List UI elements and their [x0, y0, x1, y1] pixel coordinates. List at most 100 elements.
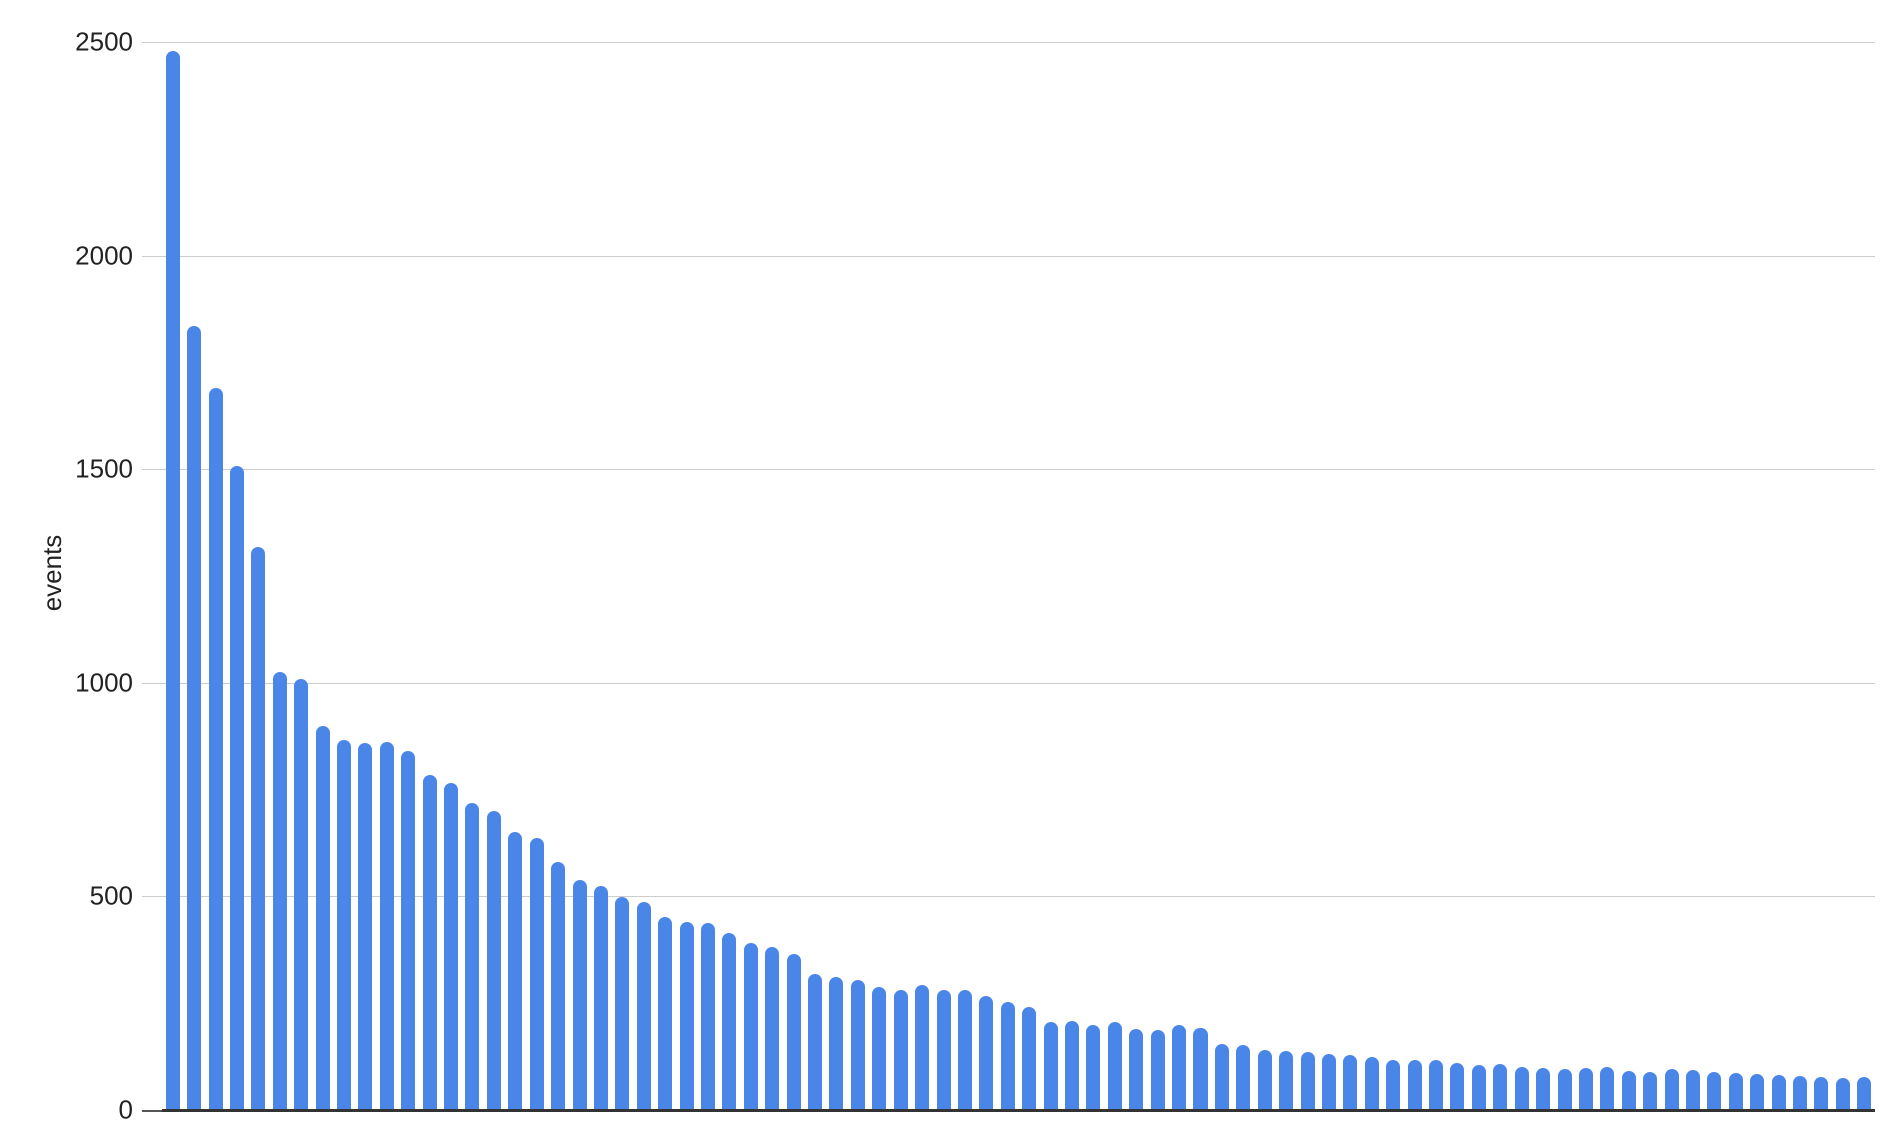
- bar[interactable]: [722, 932, 737, 1110]
- bar[interactable]: [1557, 1069, 1572, 1110]
- bar[interactable]: [957, 990, 972, 1110]
- bar[interactable]: [1364, 1056, 1379, 1110]
- bar[interactable]: [743, 942, 758, 1110]
- bar[interactable]: [358, 742, 373, 1110]
- bar[interactable]: [1835, 1077, 1850, 1110]
- bar[interactable]: [936, 989, 951, 1110]
- bar[interactable]: [336, 740, 351, 1110]
- bar[interactable]: [208, 388, 223, 1110]
- bar[interactable]: [1065, 1021, 1080, 1110]
- bar[interactable]: [1129, 1028, 1144, 1110]
- bar[interactable]: [1300, 1052, 1315, 1110]
- bar[interactable]: [1407, 1060, 1422, 1110]
- bar[interactable]: [1814, 1076, 1829, 1110]
- y-axis-title: events: [36, 534, 67, 612]
- bar[interactable]: [379, 741, 394, 1110]
- bar[interactable]: [615, 897, 630, 1110]
- bar[interactable]: [572, 880, 587, 1110]
- bar[interactable]: [229, 465, 244, 1110]
- bar[interactable]: [1172, 1024, 1187, 1110]
- bar[interactable]: [529, 837, 544, 1110]
- y-tick-mark-0: [142, 1110, 162, 1112]
- bar[interactable]: [1236, 1045, 1251, 1110]
- gridline-1000: [142, 682, 1875, 684]
- bar[interactable]: [465, 803, 480, 1110]
- y-tick-label-2500: 2500: [75, 26, 133, 57]
- bar[interactable]: [1321, 1053, 1336, 1110]
- bar[interactable]: [701, 922, 716, 1110]
- bar[interactable]: [1707, 1072, 1722, 1110]
- bar[interactable]: [1214, 1043, 1229, 1110]
- bar[interactable]: [1150, 1029, 1165, 1110]
- bar[interactable]: [315, 726, 330, 1110]
- bar[interactable]: [294, 678, 309, 1110]
- bar[interactable]: [1043, 1022, 1058, 1110]
- bar[interactable]: [850, 979, 865, 1110]
- bar[interactable]: [1429, 1059, 1444, 1110]
- y-tick-label-1000: 1000: [75, 667, 133, 698]
- bar[interactable]: [593, 885, 608, 1110]
- bar[interactable]: [808, 974, 823, 1110]
- bar[interactable]: [1578, 1068, 1593, 1110]
- bar[interactable]: [1493, 1063, 1508, 1110]
- bar[interactable]: [1664, 1069, 1679, 1110]
- bar[interactable]: [829, 976, 844, 1110]
- bar[interactable]: [401, 751, 416, 1110]
- bar[interactable]: [1728, 1073, 1743, 1110]
- gridline-1500: [142, 469, 1875, 471]
- bar[interactable]: [1450, 1063, 1465, 1110]
- bar[interactable]: [1621, 1070, 1636, 1110]
- bar[interactable]: [1600, 1067, 1615, 1110]
- bar[interactable]: [679, 922, 694, 1110]
- bar[interactable]: [1022, 1007, 1037, 1110]
- y-tick-label-1500: 1500: [75, 453, 133, 484]
- bar[interactable]: [786, 954, 801, 1110]
- y-tick-label-500: 500: [89, 880, 133, 911]
- bar[interactable]: [251, 546, 266, 1110]
- bar[interactable]: [1086, 1024, 1101, 1110]
- bar[interactable]: [1279, 1051, 1294, 1110]
- bar[interactable]: [658, 916, 673, 1110]
- y-tick-mark-1000: [142, 682, 162, 684]
- bar[interactable]: [1750, 1074, 1765, 1110]
- plot-area: [142, 42, 1875, 1112]
- bar[interactable]: [1343, 1055, 1358, 1110]
- y-tick-label-0: 0: [118, 1094, 133, 1125]
- y-tick-mark-2500: [142, 42, 162, 43]
- y-tick-label-2000: 2000: [75, 240, 133, 271]
- bar[interactable]: [1771, 1074, 1786, 1110]
- bar[interactable]: [1536, 1068, 1551, 1110]
- gridline-2000: [142, 255, 1875, 257]
- bar[interactable]: [1386, 1059, 1401, 1110]
- bar[interactable]: [1107, 1022, 1122, 1110]
- bar-series: [162, 42, 1875, 1110]
- bar[interactable]: [444, 783, 459, 1110]
- bar[interactable]: [765, 946, 780, 1110]
- bar[interactable]: [165, 50, 180, 1110]
- bar[interactable]: [1193, 1027, 1208, 1110]
- bar[interactable]: [872, 986, 887, 1110]
- bar[interactable]: [508, 832, 523, 1110]
- x-axis-baseline: [162, 1109, 1875, 1112]
- bar[interactable]: [1514, 1067, 1529, 1110]
- bar[interactable]: [1793, 1075, 1808, 1110]
- bar[interactable]: [1857, 1076, 1872, 1110]
- bar[interactable]: [1643, 1071, 1658, 1110]
- y-tick-mark-1500: [142, 469, 162, 471]
- bar[interactable]: [187, 326, 202, 1110]
- y-tick-mark-2000: [142, 255, 162, 257]
- bar[interactable]: [1685, 1069, 1700, 1110]
- bar[interactable]: [979, 995, 994, 1110]
- bar[interactable]: [486, 810, 501, 1110]
- bar[interactable]: [422, 774, 437, 1110]
- bar[interactable]: [551, 862, 566, 1110]
- bar[interactable]: [915, 985, 930, 1110]
- bar[interactable]: [272, 672, 287, 1110]
- y-tick-mark-500: [142, 896, 162, 898]
- bar[interactable]: [893, 990, 908, 1110]
- bar[interactable]: [1471, 1065, 1486, 1110]
- bar[interactable]: [1257, 1050, 1272, 1110]
- bar[interactable]: [636, 901, 651, 1110]
- bar[interactable]: [1000, 1002, 1015, 1110]
